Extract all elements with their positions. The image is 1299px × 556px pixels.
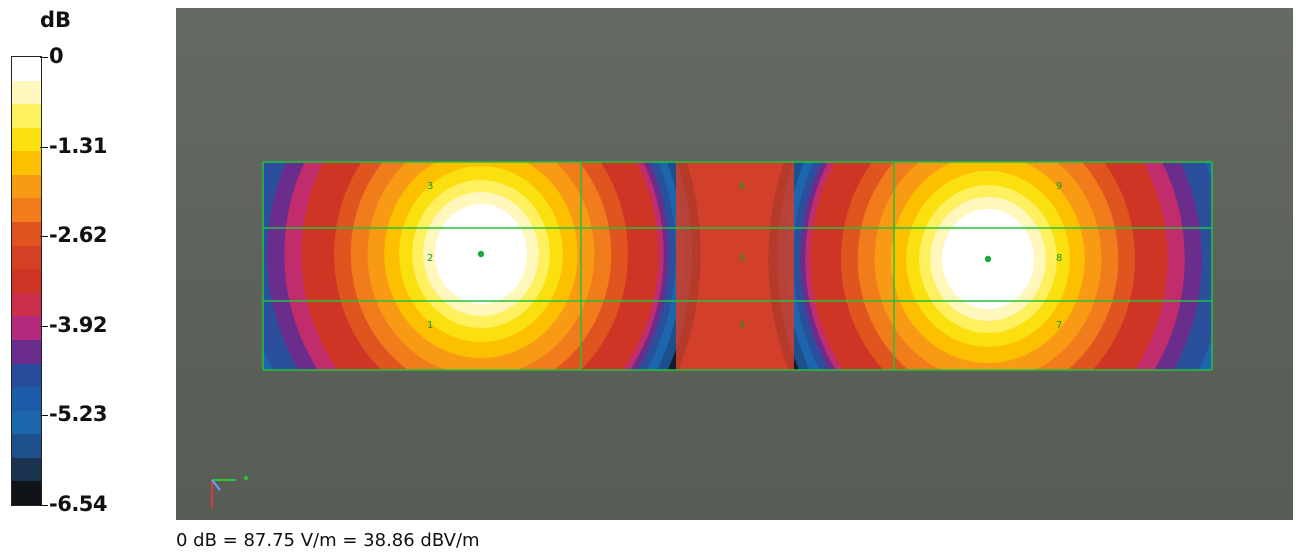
grid-point-label: 6 (739, 181, 745, 192)
color-scale-tick-mark (40, 415, 48, 417)
color-scale-tick-mark (40, 236, 48, 238)
color-scale-band (12, 222, 41, 246)
measurement-grid (262, 161, 1213, 371)
color-scale-tick-label: -5.23 (49, 402, 108, 427)
peak-marker (984, 255, 992, 263)
color-scale-band (12, 104, 41, 128)
color-scale-band (12, 127, 41, 152)
color-scale-band (12, 387, 41, 411)
axis-orientation-icon (211, 476, 248, 508)
color-scale-band (12, 434, 41, 458)
field-contours (263, 162, 1212, 370)
color-scale-tick-label: -1.31 (49, 133, 108, 158)
color-scale-band (12, 151, 41, 175)
color-scale-band (12, 269, 41, 293)
color-scale-band (12, 339, 41, 364)
reference-caption: 0 dB = 87.75 V/m = 38.86 dBV/m (176, 530, 480, 551)
color-scale-band (12, 481, 41, 505)
color-scale-tick-label: 0 (49, 43, 64, 68)
color-scale-tick-mark (40, 505, 48, 506)
color-scale-band (12, 198, 41, 223)
grid-point-label: 4 (739, 320, 745, 331)
color-scale-band (12, 316, 41, 340)
color-scale-band (12, 80, 41, 105)
color-scale-band (12, 410, 41, 435)
color-scale-legend: dB 0 -1.31 -2.62 -3.92 -5.23 -6.54 (0, 0, 170, 530)
color-scale-tick-mark (40, 146, 48, 148)
contour-midfield (676, 162, 794, 370)
color-scale-band (12, 457, 41, 482)
color-scale-band (12, 57, 41, 81)
color-scale-tick-mark (40, 325, 48, 327)
grid-point-label: 5 (739, 253, 745, 264)
grid-point-label: 9 (1056, 181, 1062, 192)
field-map-svg: 1 2 3 4 5 6 7 8 9 (211, 161, 1213, 508)
color-scale-tick-label: -3.92 (49, 312, 108, 337)
grid-point-label: 1 (427, 320, 433, 331)
legend-unit-label: dB (40, 8, 72, 32)
grid-point-labels: 1 2 3 4 5 6 7 8 9 (427, 181, 1062, 331)
grid-point-label: 8 (1056, 253, 1062, 264)
peak-marker (477, 250, 485, 258)
color-scale-band (12, 245, 41, 270)
color-scale-tick-label: -6.54 (49, 491, 108, 516)
field-map-panel: 1 2 3 4 5 6 7 8 9 (176, 8, 1293, 520)
color-scale-bar (11, 56, 42, 506)
color-scale-tick-label: -2.62 (49, 223, 108, 248)
color-scale-band (12, 363, 41, 388)
grid-point-label: 7 (1056, 320, 1062, 331)
grid-point-label: 3 (427, 181, 433, 192)
color-scale-band (12, 292, 41, 317)
peak-markers (477, 250, 992, 263)
color-scale-band (12, 174, 41, 199)
color-scale-tick-mark (40, 57, 48, 58)
grid-point-label: 2 (427, 253, 433, 264)
